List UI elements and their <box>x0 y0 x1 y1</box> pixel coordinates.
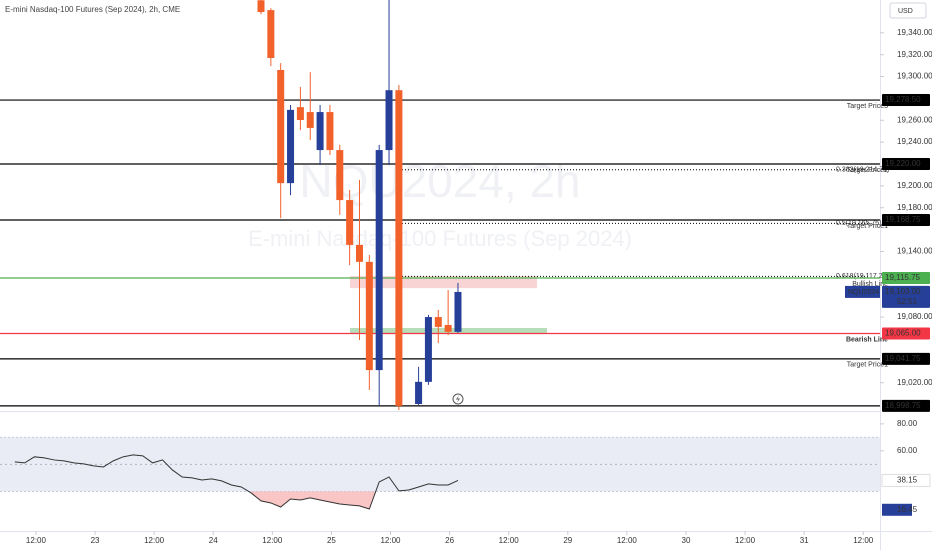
fib-label: 0.382(19,214.75) <box>836 167 889 174</box>
last-price-tag <box>882 285 930 308</box>
candle-body <box>365 261 373 371</box>
lightning-icon[interactable] <box>452 393 464 405</box>
price-line-name: Target Price3 <box>847 103 888 110</box>
price-line-name: Bearish Line <box>846 336 888 343</box>
chart-title: E-mini Nasdaq-100 Futures (Sep 2024), 2h… <box>5 5 180 14</box>
price-tag <box>882 352 930 365</box>
x-tick-label: 12:00 <box>853 536 874 545</box>
x-tick-label: 12:00 <box>380 536 401 545</box>
candle-body <box>267 10 275 58</box>
fib-label: 0.5(19,165.75) <box>836 220 882 227</box>
candle-body <box>277 69 285 184</box>
last-price-label: 19,103.00 <box>885 287 921 296</box>
candle-body <box>287 109 295 184</box>
x-tick-label: 12:00 <box>144 536 165 545</box>
watermark-name: E-mini Nasdaq-100 Futures (Sep 2024) <box>248 226 632 251</box>
y-tick-label: 19,140.00 <box>897 247 932 256</box>
candle-body <box>444 324 452 332</box>
x-tick-label: 12:00 <box>26 536 47 545</box>
candle-body <box>434 317 442 327</box>
price-tag <box>882 94 930 107</box>
y-tick-label: 19,180.00 <box>897 203 932 212</box>
x-tick-label: 12:00 <box>735 536 756 545</box>
price-line-name: Bullish Line <box>852 281 888 288</box>
candle-body <box>415 381 423 404</box>
price-tag <box>882 214 930 227</box>
price-line-name: Target Price1 <box>847 362 888 369</box>
candle-body <box>257 0 265 13</box>
price-tag <box>882 158 930 170</box>
price-tag-label: 19,220.00 <box>885 159 921 168</box>
y-tick-label: 19,080.00 <box>897 312 932 321</box>
x-tick-label: 31 <box>800 536 809 545</box>
price-line-name: Target Price2 <box>847 167 888 174</box>
rsi-y-tick-label: 60.00 <box>897 446 918 455</box>
candle-body <box>296 107 304 120</box>
candle-body <box>424 317 432 382</box>
rsi-line <box>14 454 459 510</box>
rsi-value-tag <box>881 473 931 487</box>
candle-body <box>395 90 403 406</box>
currency: USD <box>898 8 913 15</box>
y-tick-label: 19,200.00 <box>897 181 932 190</box>
candle-body <box>306 112 314 128</box>
y-tick-label: 19,300.00 <box>897 72 932 81</box>
candle-body <box>326 112 334 151</box>
symbol-tag <box>845 285 880 298</box>
candle-body <box>316 112 324 151</box>
price-line-name: Target Price1 <box>847 223 888 230</box>
price-tag-label: 19,278.50 <box>885 95 921 104</box>
y-tick-label: 19,340.00 <box>897 28 932 37</box>
x-tick-label: 26 <box>445 536 454 545</box>
lightning-bolt <box>456 395 460 403</box>
candle-body <box>454 291 462 332</box>
x-tick-label: 12:00 <box>499 536 520 545</box>
y-tick-label: 19,240.00 <box>897 137 932 146</box>
price-tag-label: 19,065.00 <box>885 329 921 338</box>
price-tag <box>882 399 930 412</box>
candle-body <box>355 244 363 262</box>
rsi-marker-label: 16.45 <box>897 505 918 514</box>
price-tag <box>882 271 930 284</box>
y-tick-label: 19,320.00 <box>897 50 932 59</box>
rsi-marker-tag <box>882 503 912 516</box>
price-tag-label: 19,115.75 <box>885 273 921 282</box>
price-tag-label: 19,168.75 <box>885 215 921 224</box>
fib-label: 0.618(19,117.25) <box>836 273 889 280</box>
rsi-y-tick-label: 80.00 <box>897 419 918 428</box>
x-tick-label: 12:00 <box>262 536 283 545</box>
x-tick-label: 24 <box>209 536 218 545</box>
x-tick-label: 23 <box>91 536 100 545</box>
price-tag-label: 19,041.75 <box>885 354 921 363</box>
candle-body <box>346 200 354 245</box>
x-tick-label: 30 <box>682 536 691 545</box>
y-tick-label: 19,020.00 <box>897 378 932 387</box>
price-tag-label: 18,998.75 <box>885 401 921 410</box>
price-tag <box>882 327 930 340</box>
x-tick-label: 12:00 <box>617 536 638 545</box>
symbol-label: NQU2024 <box>848 289 879 296</box>
countdown: 52:51 <box>897 297 918 306</box>
candle-body <box>375 150 383 371</box>
rsi-value-label: 38.15 <box>897 476 918 485</box>
candle-body <box>385 90 393 151</box>
y-tick-label: 19,260.00 <box>897 115 932 124</box>
x-tick-label: 29 <box>563 536 572 545</box>
x-tick-label: 25 <box>327 536 336 545</box>
currency-box[interactable] <box>889 2 927 19</box>
candle-body <box>336 150 344 201</box>
